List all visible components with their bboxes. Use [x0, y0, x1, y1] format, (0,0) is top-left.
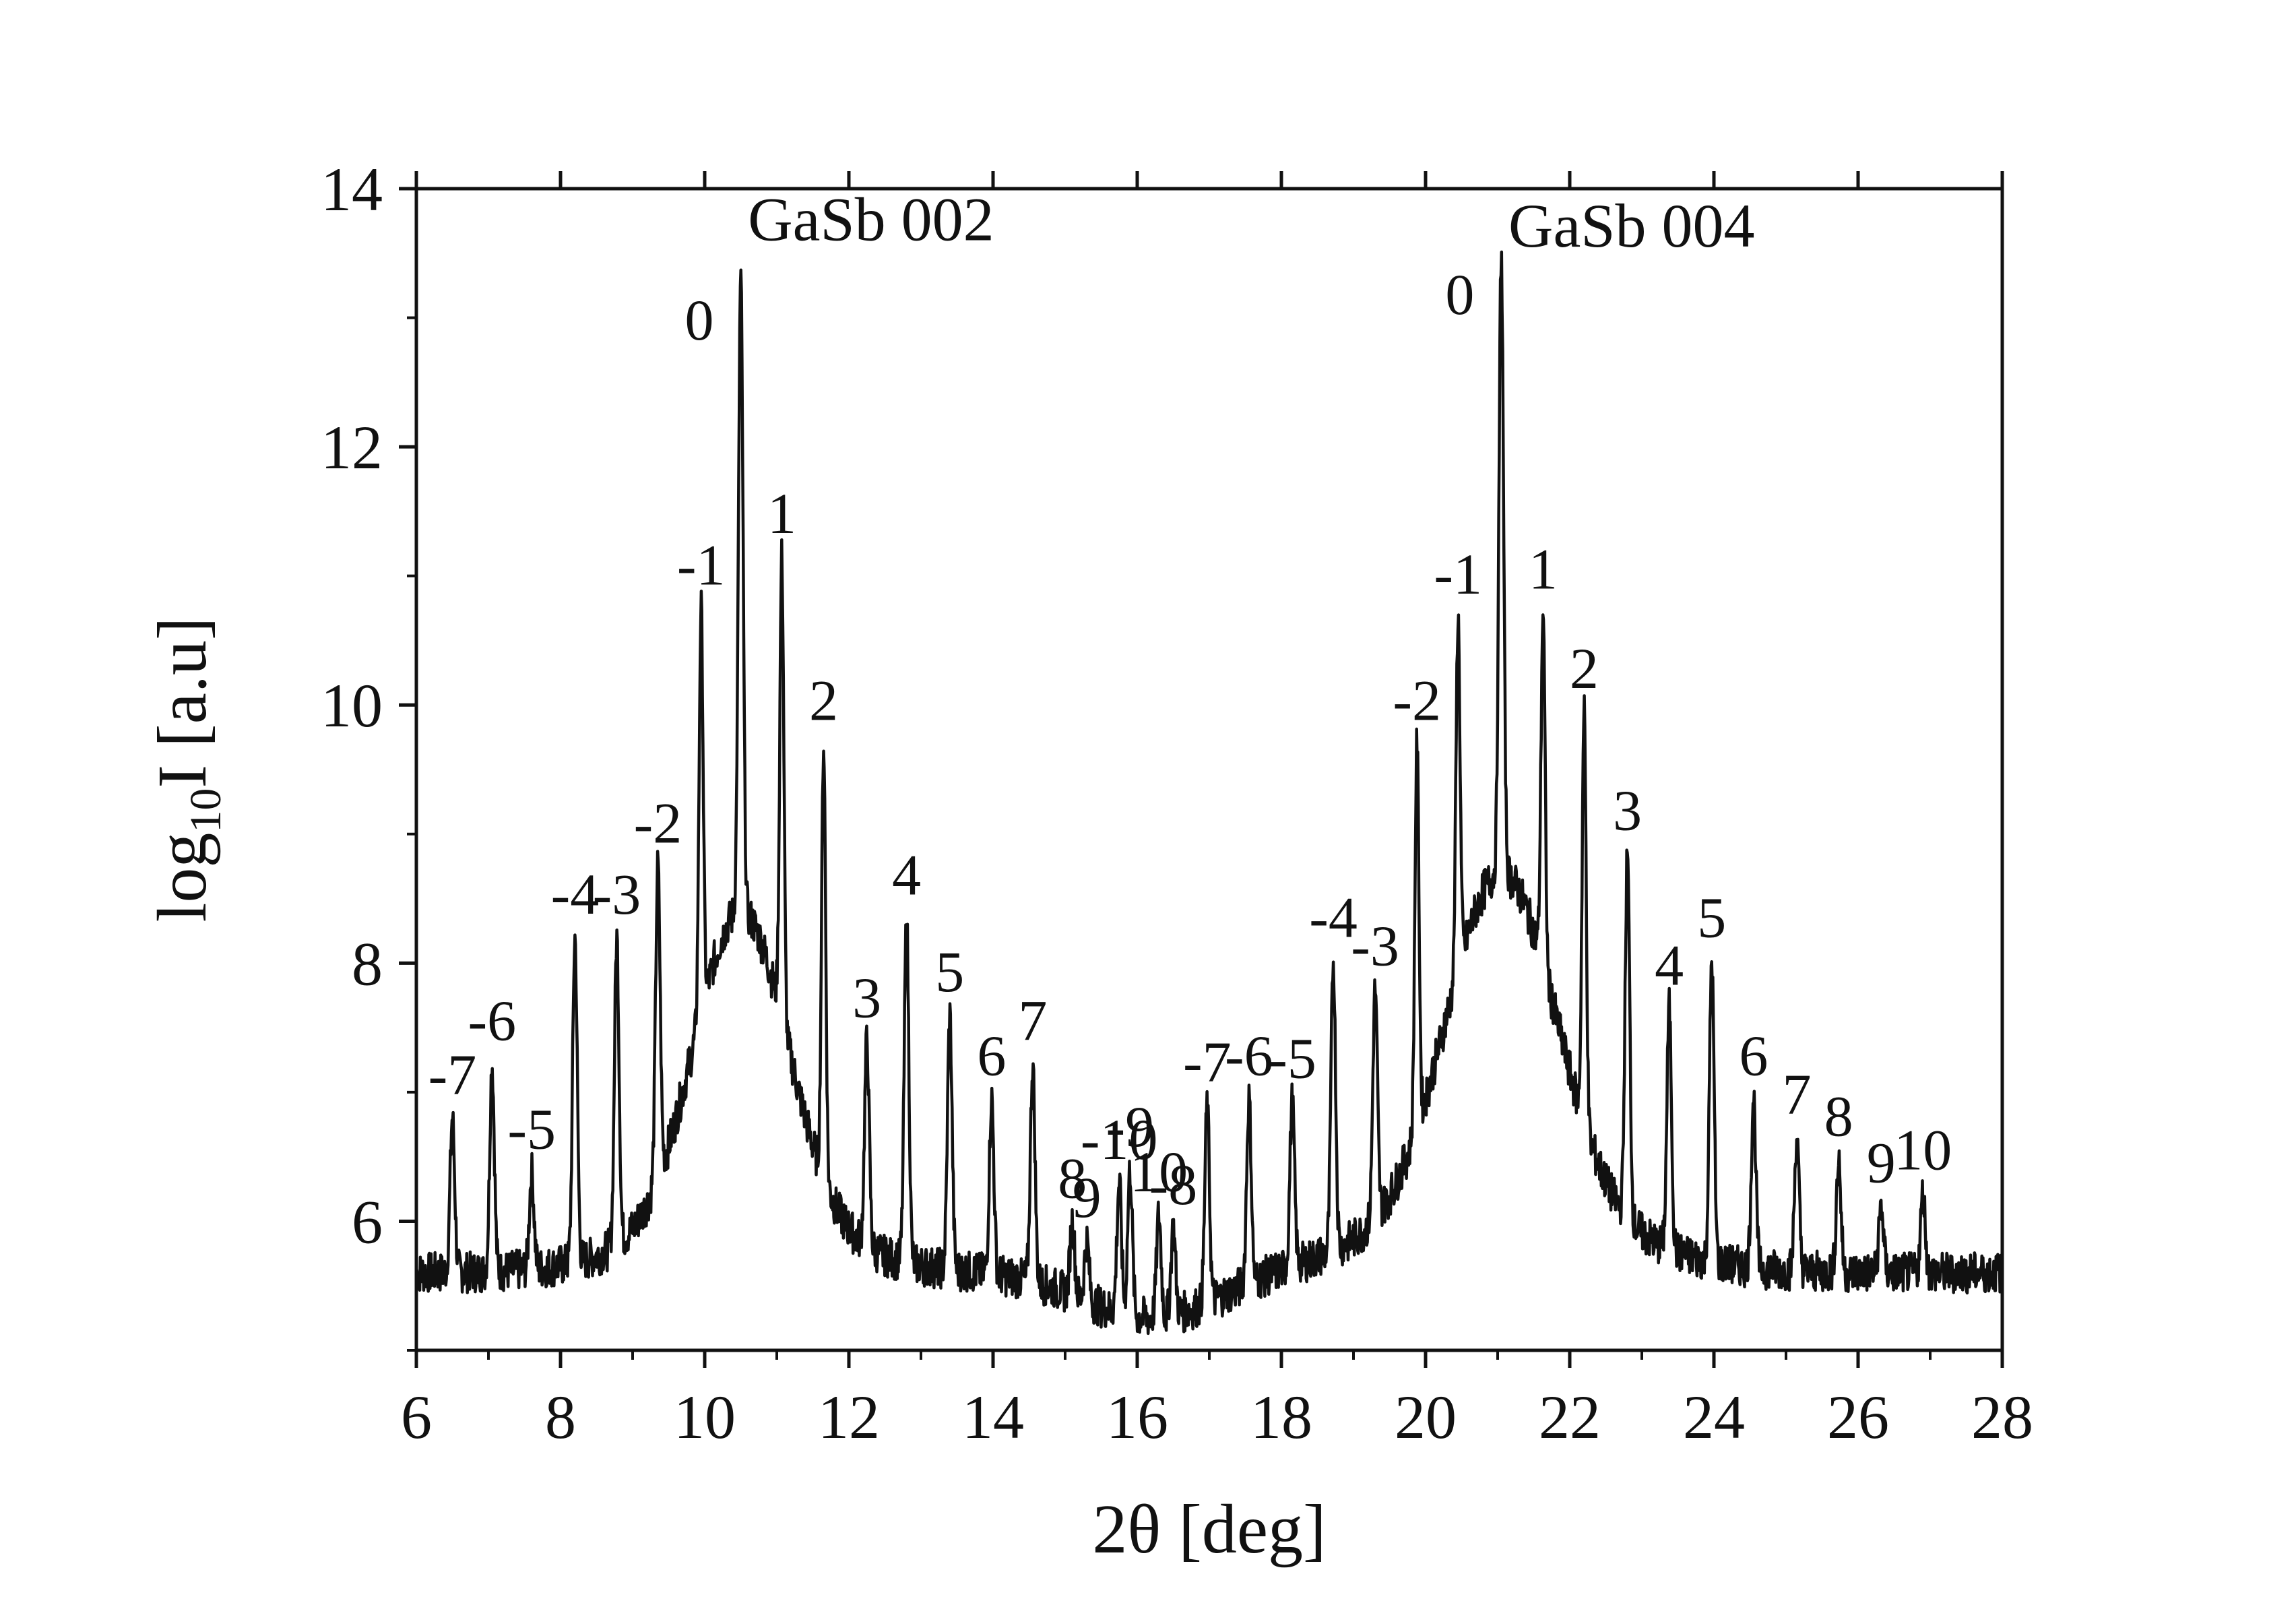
peak-label: 4: [892, 842, 921, 907]
peak-label: -6: [1225, 1023, 1273, 1088]
peak-label: 1: [1529, 536, 1558, 601]
x-tick-label: 8: [545, 1383, 576, 1451]
peak-label: -7: [428, 1042, 477, 1107]
x-tick-label: 26: [1827, 1383, 1889, 1451]
xrd-series-line: [414, 250, 2004, 1335]
x-tick-label: 20: [1395, 1383, 1457, 1451]
curve-layer: [414, 250, 2004, 1335]
reflection-annotation: GaSb 002: [748, 185, 994, 254]
peak-label: 9: [1867, 1130, 1896, 1195]
peak-label: 0: [685, 288, 714, 352]
peak-label: -3: [1351, 914, 1399, 978]
peak-label: 4: [1655, 933, 1684, 997]
peak-label: -7: [1183, 1030, 1232, 1094]
peak-label: -2: [1393, 668, 1441, 733]
peak-label: 8: [1058, 1145, 1087, 1210]
peak-label: -2: [634, 791, 682, 856]
x-tick-label: 14: [962, 1383, 1024, 1451]
peak-label: -6: [468, 988, 517, 1053]
y-axis-title-subscript: 10: [181, 788, 230, 833]
peak-label: 10: [1130, 1139, 1188, 1204]
peak-label: -5: [1268, 1026, 1316, 1090]
peak-label: 2: [1570, 636, 1599, 701]
y-axis-title-main: log: [144, 833, 221, 922]
x-tick-label: 16: [1106, 1383, 1168, 1451]
peak-label: 8: [1824, 1083, 1853, 1148]
peak-label: -5: [507, 1097, 556, 1162]
reflection-annotation: GaSb 004: [1508, 191, 1754, 260]
peak-label: 3: [852, 965, 881, 1030]
x-tick-label: 10: [674, 1383, 736, 1451]
y-axis-title-rest: I [a.u]: [144, 617, 221, 788]
peak-label: 6: [977, 1023, 1006, 1088]
peak-label: -1: [677, 533, 726, 598]
peak-label: 3: [1613, 778, 1642, 843]
y-axis-title: log10I [a.u]: [144, 617, 230, 922]
peak-label: -3: [593, 862, 641, 926]
peak-label: 7: [1018, 988, 1047, 1053]
y-tick-label: 8: [352, 929, 383, 998]
x-tick-label: 6: [401, 1383, 432, 1451]
peak-label: 2: [809, 668, 838, 733]
peak-label: 0: [1445, 262, 1474, 327]
x-tick-label: 12: [818, 1383, 880, 1451]
peak-label: 6: [1739, 1023, 1768, 1088]
y-tick-label: 6: [352, 1187, 383, 1256]
y-tick-label: 12: [321, 413, 383, 482]
x-tick-label: 24: [1683, 1383, 1745, 1451]
y-tick-label: 14: [321, 155, 383, 224]
y-tick-label: 10: [321, 671, 383, 740]
label-layer: -7-6-5-4-3-2-10123456789-10-910-8-7-6-5-…: [428, 185, 1952, 1230]
peak-label: -4: [1309, 885, 1358, 950]
peak-label: 10: [1894, 1117, 1952, 1182]
x-axis-title: 2θ [deg]: [1092, 1490, 1326, 1568]
peak-label: 5: [1697, 885, 1726, 950]
peak-label: 5: [935, 939, 964, 1004]
peak-label: 7: [1783, 1062, 1812, 1127]
peak-label: -10: [1081, 1107, 1158, 1172]
x-tick-label: 28: [1971, 1383, 2033, 1451]
peak-label: 9: [1073, 1165, 1102, 1230]
peak-label: -1: [1434, 542, 1482, 606]
peak-label: -9: [1106, 1094, 1154, 1159]
peak-label: -4: [551, 862, 600, 926]
peak-label: -8: [1149, 1152, 1198, 1217]
x-tick-label: 22: [1539, 1383, 1601, 1451]
peak-label: 1: [767, 481, 796, 546]
x-tick-label: 18: [1250, 1383, 1312, 1451]
